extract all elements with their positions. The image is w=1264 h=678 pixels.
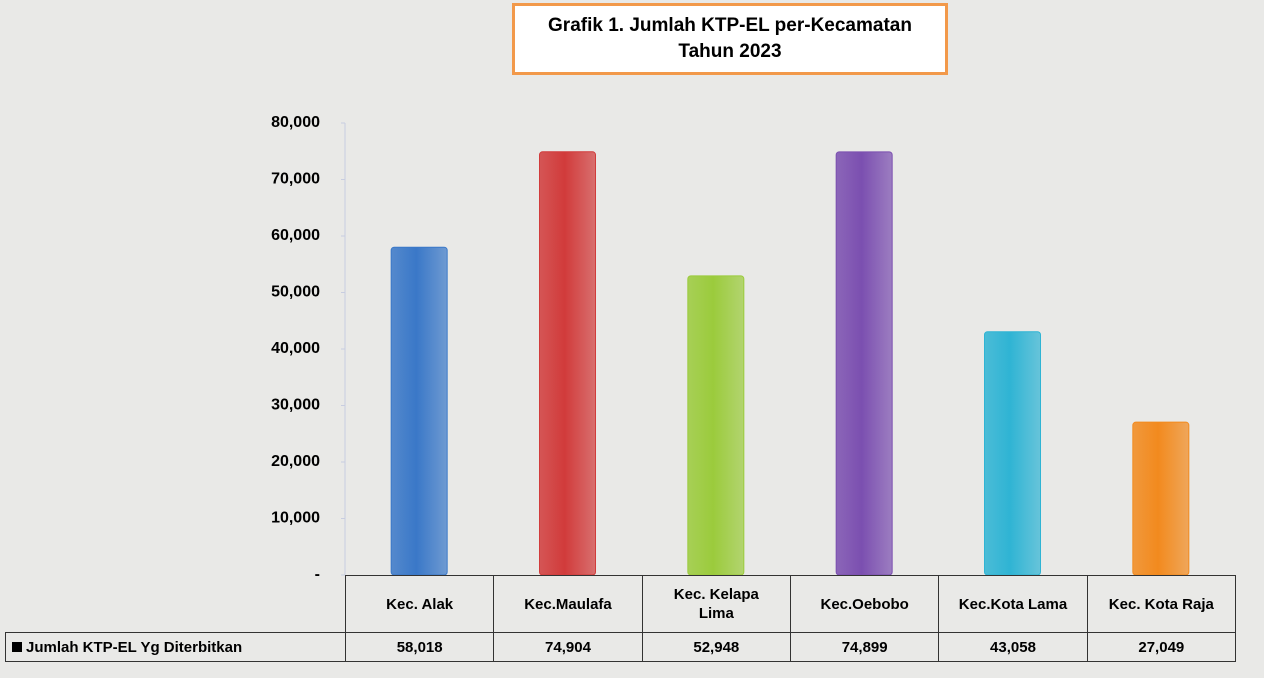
bar (687, 275, 745, 576)
bar (539, 151, 596, 576)
x-tick-label: Kec.Oebobo (790, 575, 940, 633)
y-tick-label: 60,000 (271, 227, 320, 244)
data-label: 74,899 (790, 632, 940, 662)
x-tick-label: Kec.Maulafa (493, 575, 643, 633)
bar (1132, 421, 1190, 576)
data-label: 52,948 (641, 632, 791, 662)
chart-title: Grafik 1. Jumlah KTP-EL per-Kecamatan Ta… (512, 3, 948, 75)
x-tick-label: Kec.Kota Lama (938, 575, 1088, 633)
title-line: Tahun 2023 (678, 41, 782, 62)
y-tick-label: 20,000 (271, 453, 320, 470)
title-line: Grafik 1. Jumlah KTP-EL per-Kecamatan (548, 15, 912, 36)
y-tick-label: 40,000 (271, 340, 320, 357)
y-tick-label: 80,000 (271, 114, 320, 131)
legend-cell: Jumlah KTP-EL Yg Diterbitkan (5, 632, 346, 662)
bar (835, 151, 893, 576)
data-label: 58,018 (345, 632, 495, 662)
data-label: 27,049 (1086, 632, 1236, 662)
bar (390, 246, 448, 576)
legend-label: Jumlah KTP-EL Yg Diterbitkan (26, 638, 243, 656)
x-tick-label: Kec. Kelapa Lima (641, 575, 791, 633)
data-label: 43,058 (938, 632, 1088, 662)
y-tick-label: 50,000 (271, 284, 320, 301)
y-tick-label: 30,000 (271, 397, 320, 414)
data-label: 74,904 (493, 632, 643, 662)
bar (984, 331, 1041, 576)
x-tick-label: Kec. Alak (345, 575, 495, 633)
x-tick-label: Kec. Kota Raja (1086, 575, 1236, 633)
y-tick-label: 10,000 (271, 510, 320, 527)
y-tick-label: 70,000 (271, 171, 320, 188)
y-tick-label: - (315, 566, 320, 583)
legend-swatch (12, 642, 22, 652)
